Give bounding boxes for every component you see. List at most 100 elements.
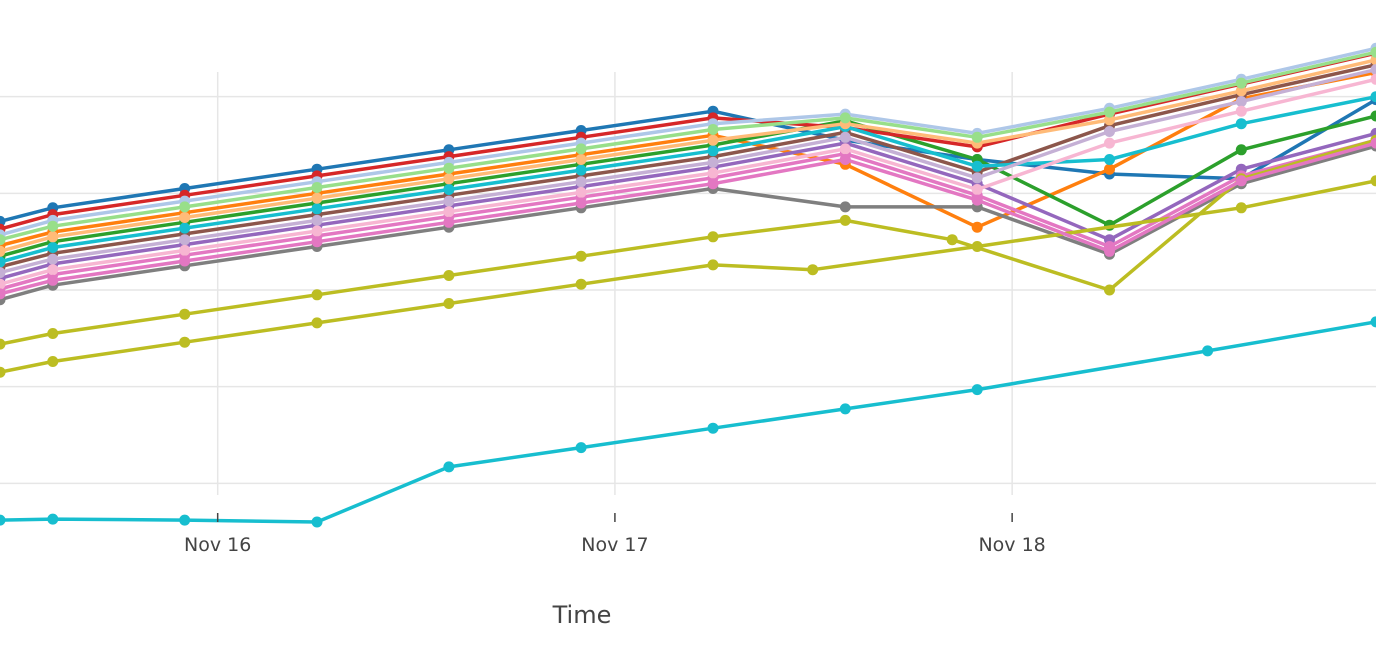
series-8-point-4 — [443, 270, 455, 281]
series-8-line — [0, 138, 1376, 346]
series-15-point-1 — [47, 253, 59, 265]
series-16-point-6 — [707, 167, 719, 179]
series-15-point-11 — [1370, 64, 1376, 76]
series-11-point-4 — [443, 184, 455, 195]
series-13-point-3 — [311, 192, 323, 204]
series-12-line — [0, 46, 1376, 237]
series-9-point-5 — [575, 278, 587, 290]
series-14-point-2 — [179, 201, 191, 213]
series-15-point-0 — [0, 267, 6, 279]
series-10-point-8 — [971, 384, 983, 396]
series-10-point-9 — [1202, 345, 1214, 357]
series-11-point-6 — [707, 145, 719, 157]
series-16-point-2 — [179, 244, 191, 256]
series-1-line — [0, 70, 1376, 248]
series-17 — [0, 137, 1376, 300]
x-tick-label-2: Nov 18 — [978, 534, 1045, 556]
series-15-point-9 — [1104, 126, 1115, 137]
series-16-point-8 — [971, 184, 983, 195]
series-8-point-0 — [0, 338, 6, 350]
series-14-point-10 — [1235, 77, 1247, 89]
series-11-point-3 — [311, 203, 323, 215]
series-10-point-6 — [707, 422, 719, 434]
series-15-point-3 — [311, 214, 323, 226]
series-11-point-2 — [179, 222, 191, 234]
series-10-point-2 — [179, 514, 191, 526]
series-8-point-9 — [1104, 284, 1115, 296]
series-7-line — [0, 144, 1376, 302]
series-13-point-4 — [443, 173, 455, 185]
series-9-point-1 — [47, 356, 59, 367]
series-1-point-8 — [971, 221, 983, 233]
series-11 — [0, 91, 1376, 268]
series-9-point-2 — [179, 336, 191, 348]
series-13-point-0 — [0, 245, 6, 257]
series-13-point-9 — [1104, 114, 1115, 126]
series-5-line — [0, 63, 1376, 269]
series-10-point-0 — [0, 514, 6, 526]
x-tick-label-0: Nov 16 — [184, 534, 251, 556]
series-9-point-6 — [707, 259, 719, 271]
series-11-line — [0, 94, 1376, 264]
series-10-point-5 — [575, 442, 587, 454]
series-13-point-2 — [179, 212, 191, 223]
series-16-point-4 — [443, 206, 455, 218]
series-16-point-5 — [575, 186, 587, 198]
series-16-point-11 — [1370, 73, 1376, 85]
series-17-point-3 — [311, 236, 323, 248]
series-9-point-0 — [0, 366, 6, 378]
series-17-point-9 — [1104, 245, 1115, 257]
series-17-point-8 — [971, 194, 983, 206]
x-tick-label-1: Nov 17 — [581, 534, 648, 556]
series-11-point-1 — [47, 242, 59, 253]
series-14-point-11 — [1370, 46, 1376, 58]
series-8-point-3 — [311, 289, 323, 301]
series-14-point-6 — [707, 124, 719, 135]
series-16 — [0, 73, 1376, 290]
series-15-point-8 — [971, 172, 983, 184]
series-15-point-5 — [575, 176, 587, 188]
series-10-point-7 — [839, 403, 851, 415]
series-11-point-8 — [971, 160, 983, 172]
series-14-line — [0, 50, 1376, 242]
series-17-point-11 — [1370, 137, 1376, 149]
series-4-line — [0, 131, 1376, 281]
series-13-point-6 — [707, 134, 719, 146]
series-9-point-10 — [1370, 175, 1376, 187]
series-17-point-7 — [839, 154, 851, 165]
series-15 — [0, 64, 1376, 279]
series-17-point-2 — [179, 255, 191, 267]
series-13 — [0, 54, 1376, 257]
series-15-point-10 — [1235, 96, 1247, 107]
series-8-point-5 — [575, 250, 587, 262]
series-2-point-10 — [1235, 144, 1247, 156]
series-6-line — [0, 138, 1376, 291]
series-14-point-1 — [47, 220, 59, 232]
series-14 — [0, 46, 1376, 246]
x-axis-title: Time — [552, 601, 612, 629]
series-15-line — [0, 67, 1376, 275]
series-9-point-3 — [311, 317, 323, 329]
series-8-point-6 — [707, 231, 719, 243]
series-11-point-11 — [1370, 91, 1376, 103]
series-16-point-9 — [1104, 137, 1115, 149]
series-2-point-11 — [1370, 110, 1376, 122]
series-17-point-6 — [707, 178, 719, 190]
series-17-point-10 — [1235, 175, 1247, 187]
series-14-point-9 — [1104, 106, 1115, 118]
series-8-point-8 — [946, 234, 958, 246]
series-9-point-9 — [1235, 202, 1247, 214]
series-11-point-5 — [575, 164, 587, 176]
series-15-point-2 — [179, 234, 191, 246]
series-14-point-3 — [311, 182, 323, 193]
series-13-point-1 — [47, 231, 59, 243]
series-15-point-7 — [839, 131, 851, 143]
series-17-point-1 — [47, 274, 59, 286]
series-9-point-7 — [807, 264, 819, 276]
series-10-point-1 — [47, 513, 59, 525]
series-layer — [0, 42, 1376, 528]
series-14-point-4 — [443, 162, 455, 174]
series-11-point-10 — [1235, 118, 1247, 130]
series-16-point-3 — [311, 225, 323, 237]
